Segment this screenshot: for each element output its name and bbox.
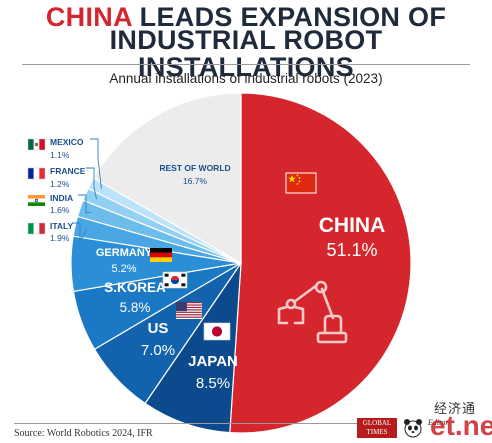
us-flag-icon	[176, 302, 202, 319]
pie-slice-china	[229, 92, 412, 434]
value-germany: 5.2%	[111, 263, 136, 275]
label-italy: ITALY	[50, 221, 73, 231]
headline-line-2: INDUSTRIAL ROBOT INSTALLATIONS	[109, 25, 383, 82]
value-china: 51.1%	[326, 240, 377, 260]
global-times-logo: GLOBAL TIMES	[357, 418, 397, 438]
italy-flag-icon	[27, 222, 46, 235]
chart-subtitle: Annual installations of industrial robot…	[109, 71, 383, 86]
france-flag-icon	[27, 167, 46, 180]
value-france: 1.2%	[50, 179, 70, 189]
south-korea-flag-icon	[162, 271, 188, 289]
japan-flag-icon	[203, 322, 231, 341]
label-china: CHINA	[319, 214, 386, 237]
headline-rest: LEADS EXPANSION OF	[131, 2, 447, 32]
india-flag-icon	[28, 195, 45, 206]
label-rest-of-world: REST OF WORLD	[159, 163, 230, 173]
germany-flag-icon	[150, 248, 172, 262]
et-net-watermark: 经济通 et.net	[430, 398, 492, 443]
value-india: 1.6%	[50, 205, 70, 215]
label-japan: JAPAN	[188, 353, 238, 370]
value-s-korea: 5.8%	[120, 300, 151, 315]
label-us: US	[148, 320, 169, 337]
callout-lines	[72, 138, 102, 243]
mexico-flag-icon	[27, 138, 46, 151]
callout-india	[78, 194, 92, 214]
value-japan: 8.5%	[196, 375, 230, 392]
slice-labels: CHINA 51.1% JAPAN 8.5% US 7.0% S.KOREA 5.8% GERM…	[27, 137, 386, 392]
divider-bottom	[14, 423, 364, 424]
editor-logo: Editor	[428, 418, 449, 427]
panda-logo-icon	[404, 419, 422, 438]
et-chinese-text: 经济通	[434, 402, 477, 417]
label-france: FRANCE	[50, 166, 86, 176]
et-latin-text: et.net	[430, 410, 492, 441]
callout-france	[86, 167, 97, 200]
source-note: Source: World Robotics 2024, IFR	[14, 428, 153, 439]
callout-mexico	[90, 138, 102, 189]
label-germany: GERMANY	[96, 247, 153, 259]
value-rest-of-world: 16.7%	[183, 176, 208, 186]
headline-highlight: CHINA	[45, 2, 132, 32]
callout-italy	[72, 222, 88, 243]
pie-slice-rest-of-world	[92, 92, 242, 265]
value-us: 7.0%	[141, 342, 175, 359]
china-flag-icon	[285, 172, 317, 194]
pie-slices	[70, 92, 412, 434]
headline-line-1: CHINA LEADS EXPANSION OF	[0, 4, 492, 31]
value-mexico: 1.1%	[50, 150, 70, 160]
label-india: INDIA	[50, 193, 73, 203]
robot-arm-icon	[277, 280, 348, 344]
value-italy: 1.9%	[50, 233, 70, 243]
divider-top	[22, 64, 470, 65]
label-s-korea: S.KOREA	[104, 280, 166, 295]
label-mexico: MEXICO	[50, 137, 84, 147]
